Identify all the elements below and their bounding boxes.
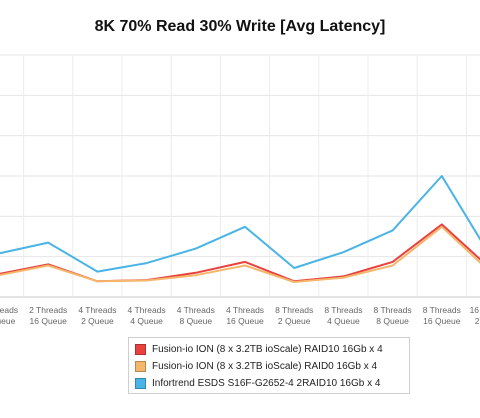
x-tick-label: 2 Queue bbox=[81, 316, 114, 326]
x-tick-label: 16 Queue bbox=[423, 316, 461, 326]
legend-item[interactable]: Fusion-io ION (8 x 3.2TB ioScale) RAID10… bbox=[135, 341, 403, 358]
legend: Fusion-io ION (8 x 3.2TB ioScale) RAID10… bbox=[128, 337, 410, 394]
chart-title: 8K 70% Read 30% Write [Avg Latency] bbox=[94, 18, 386, 35]
x-tick-label: 8 Threads bbox=[374, 305, 412, 315]
legend-swatch bbox=[135, 361, 146, 372]
x-tick-label: 4 Queue bbox=[130, 316, 163, 326]
x-tick-label: 8 Threads bbox=[324, 305, 362, 315]
x-tick-label: 4 Threads bbox=[78, 305, 116, 315]
x-tick-label: 4 Threads bbox=[226, 305, 264, 315]
x-tick-label: 1 Threads bbox=[0, 305, 18, 315]
x-tick-label: 2 Queue bbox=[278, 316, 311, 326]
x-tick-label: 4 Queue bbox=[327, 316, 360, 326]
x-tick-label: 8 Threads bbox=[275, 305, 313, 315]
x-tick-label: 16 Queue bbox=[30, 316, 68, 326]
x-tick-label: 8 Queue bbox=[0, 316, 16, 326]
x-tick-label: 4 Threads bbox=[128, 305, 166, 315]
x-tick-label: 8 Threads bbox=[423, 305, 461, 315]
x-tick-label: 8 Queue bbox=[376, 316, 409, 326]
legend-label: Fusion-io ION (8 x 3.2TB ioScale) RAID0 … bbox=[152, 361, 378, 372]
legend-swatch bbox=[135, 378, 146, 389]
x-tick-label: 16 Threads bbox=[470, 305, 480, 315]
legend-swatch bbox=[135, 344, 146, 355]
series-line bbox=[0, 225, 480, 283]
x-tick-label: 2 Queue bbox=[475, 316, 480, 326]
x-tick-label: 16 Queue bbox=[226, 316, 264, 326]
legend-item[interactable]: Fusion-io ION (8 x 3.2TB ioScale) RAID0 … bbox=[135, 358, 403, 375]
legend-item[interactable]: Infortrend ESDS S16F-G2652-4 2RAID10 16G… bbox=[135, 375, 403, 392]
x-tick-label: 2 Threads bbox=[29, 305, 67, 315]
legend-label: Fusion-io ION (8 x 3.2TB ioScale) RAID10… bbox=[152, 344, 383, 355]
legend-label: Infortrend ESDS S16F-G2652-4 2RAID10 16G… bbox=[152, 378, 381, 389]
x-tick-label: 8 Queue bbox=[179, 316, 212, 326]
x-tick-label: 4 Threads bbox=[177, 305, 215, 315]
series-line bbox=[0, 175, 480, 273]
